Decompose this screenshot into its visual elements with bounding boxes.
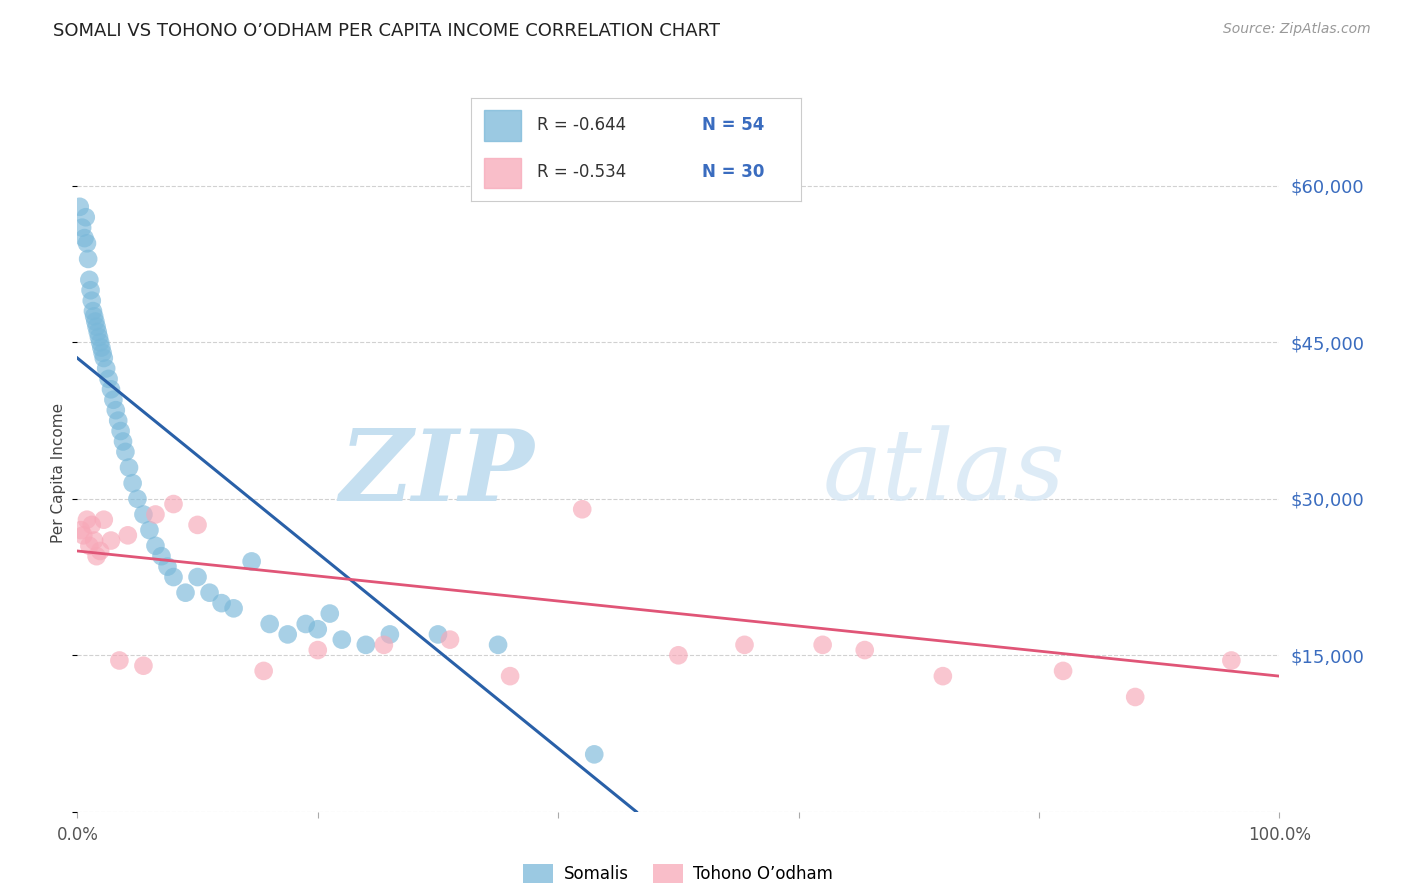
Point	[162, 570, 184, 584]
Point	[89, 335, 111, 350]
Point	[77, 252, 100, 266]
Point	[222, 601, 245, 615]
Text: R = -0.644: R = -0.644	[537, 116, 626, 135]
Point	[70, 220, 93, 235]
Point	[86, 549, 108, 564]
Point	[108, 653, 131, 667]
Point	[84, 314, 107, 328]
Point	[571, 502, 593, 516]
Text: SOMALI VS TOHONO O’ODHAM PER CAPITA INCOME CORRELATION CHART: SOMALI VS TOHONO O’ODHAM PER CAPITA INCO…	[53, 22, 720, 40]
Point	[373, 638, 395, 652]
Point	[117, 528, 139, 542]
Point	[187, 570, 209, 584]
Point	[127, 491, 149, 506]
Point	[132, 658, 155, 673]
Point	[79, 273, 101, 287]
Point	[111, 434, 134, 449]
Point	[72, 528, 94, 542]
Point	[811, 638, 834, 652]
Text: N = 54: N = 54	[703, 116, 765, 135]
Point	[70, 523, 93, 537]
Point	[80, 517, 103, 532]
Point	[104, 403, 127, 417]
Point	[307, 643, 329, 657]
Point	[253, 664, 276, 678]
Point	[118, 460, 141, 475]
Point	[307, 622, 329, 636]
Point	[156, 559, 179, 574]
Point	[79, 539, 101, 553]
Point	[121, 476, 143, 491]
Point	[583, 747, 606, 762]
Text: N = 30: N = 30	[703, 163, 765, 181]
Point	[734, 638, 756, 652]
Point	[853, 643, 876, 657]
Point	[73, 231, 96, 245]
Point	[93, 351, 115, 365]
Point	[89, 544, 111, 558]
Point	[83, 310, 105, 324]
Point	[427, 627, 450, 641]
Point	[319, 607, 342, 621]
Point	[499, 669, 522, 683]
Point	[486, 638, 509, 652]
Text: R = -0.534: R = -0.534	[537, 163, 626, 181]
Point	[86, 319, 108, 334]
Point	[69, 200, 91, 214]
Point	[668, 648, 690, 663]
Point	[162, 497, 184, 511]
Point	[103, 392, 125, 407]
Point	[90, 341, 112, 355]
Point	[1220, 653, 1243, 667]
Point	[83, 533, 105, 548]
Bar	[484, 158, 520, 188]
Point	[82, 304, 104, 318]
Point	[100, 533, 122, 548]
Point	[211, 596, 233, 610]
Point	[93, 513, 115, 527]
Point	[174, 585, 197, 599]
Legend: Somalis, Tohono O’odham: Somalis, Tohono O’odham	[517, 857, 839, 889]
Text: Source: ZipAtlas.com: Source: ZipAtlas.com	[1223, 22, 1371, 37]
Point	[198, 585, 221, 599]
Point	[114, 445, 136, 459]
Point	[294, 617, 316, 632]
Text: atlas: atlas	[823, 425, 1066, 520]
Point	[96, 361, 118, 376]
Point	[91, 346, 114, 360]
Point	[76, 236, 98, 251]
Point	[1052, 664, 1074, 678]
Point	[132, 508, 155, 522]
Point	[79, 283, 101, 297]
Point	[187, 517, 209, 532]
Point	[1123, 690, 1146, 704]
Point	[107, 414, 129, 428]
Point	[138, 523, 160, 537]
Point	[145, 539, 167, 553]
Point	[87, 330, 110, 344]
Point	[110, 424, 132, 438]
Text: ZIP: ZIP	[339, 425, 534, 521]
Point	[75, 211, 97, 225]
Point	[80, 293, 103, 308]
Y-axis label: Per Capita Income: Per Capita Income	[51, 402, 66, 543]
Point	[100, 382, 122, 396]
Point	[240, 554, 263, 568]
Point	[378, 627, 401, 641]
Point	[150, 549, 173, 564]
Bar	[484, 111, 520, 141]
Point	[277, 627, 299, 641]
Point	[330, 632, 353, 647]
Point	[439, 632, 461, 647]
Point	[76, 513, 98, 527]
Point	[97, 372, 120, 386]
Point	[87, 325, 110, 339]
Point	[932, 669, 955, 683]
Point	[354, 638, 377, 652]
Point	[259, 617, 281, 632]
Point	[145, 508, 167, 522]
